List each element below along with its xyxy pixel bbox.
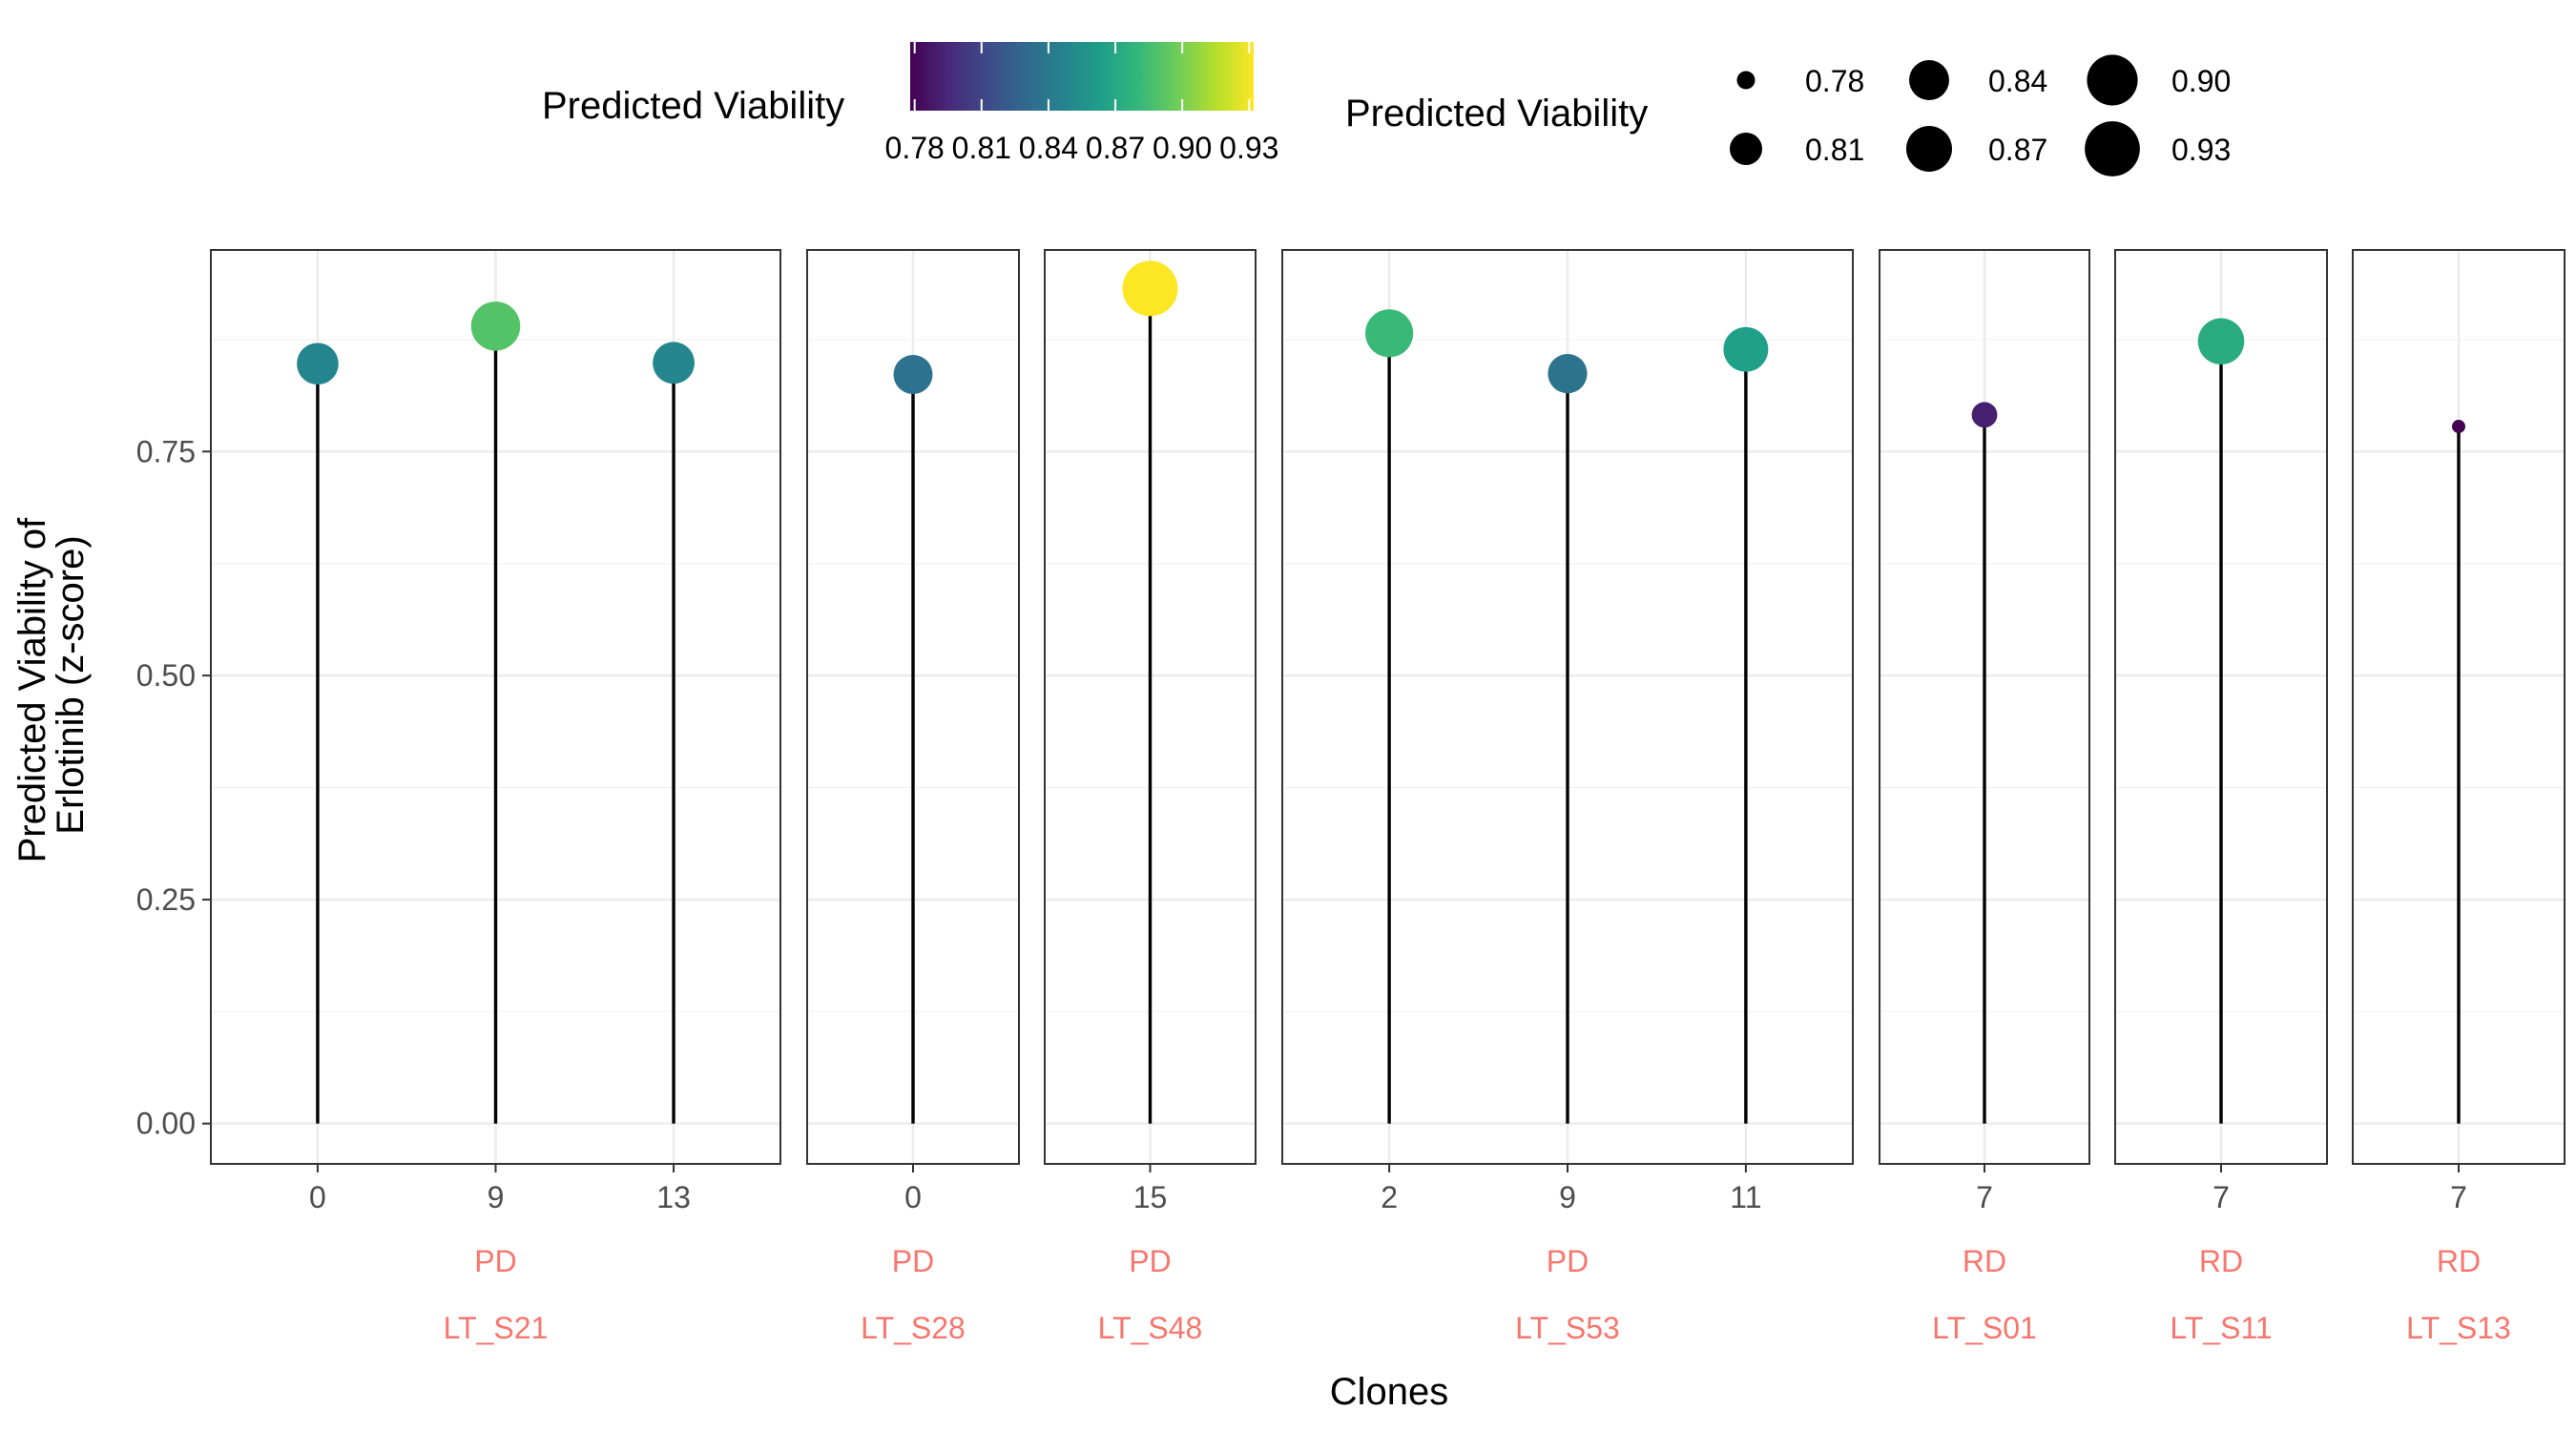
strip-label-sample: LT_S13	[2406, 1311, 2511, 1345]
panel-border	[806, 249, 1020, 1165]
size-legend-label: 0.87	[1988, 133, 2047, 167]
lollipop-point	[1971, 402, 1998, 428]
y-tick-label: 0.50	[136, 658, 196, 693]
y-tick-label: 0.75	[136, 434, 196, 468]
facet-panel-LT_S13: 7 RD LT_S13	[2352, 249, 2566, 1345]
size-legend-label: 0.84	[1988, 64, 2047, 98]
size-legend: Predicted Viability 0.78 0.81 0.84 0.87 0.90…	[1345, 54, 2231, 176]
lollipop-point	[1548, 353, 1588, 394]
lollipop-point	[2452, 420, 2465, 434]
color-legend-tick-label: 0.78	[885, 131, 945, 165]
facet-panels: 0 9 13 PD LT_S21 0 PD LT_S28 15 PD LT_S48 2 9 11 PD LT_…	[210, 249, 2566, 1345]
size-legend-label: 0.81	[1805, 133, 1864, 167]
y-ticks: 0.00 0.25 0.50 0.75	[136, 434, 211, 1141]
size-legend-key	[1729, 132, 1763, 166]
size-legend-label: 0.78	[1805, 64, 1864, 98]
strip-label-response: PD	[1129, 1244, 1171, 1278]
color-legend-tick-label: 0.90	[1153, 131, 1212, 165]
color-legend-tick-label: 0.84	[1019, 131, 1078, 165]
facet-panel-LT_S53: 2 9 11 PD LT_S53	[1281, 249, 1854, 1345]
lollipop-point	[1723, 326, 1769, 372]
panel-border	[2352, 249, 2566, 1165]
strip-label-sample: LT_S28	[861, 1311, 966, 1345]
x-tick-label: 15	[1133, 1180, 1168, 1214]
x-tick-label: 7	[1976, 1180, 1993, 1214]
x-tick-label: 0	[309, 1180, 326, 1214]
facet-panel-LT_S21: 0 9 13 PD LT_S21	[210, 249, 781, 1345]
lollipop-point	[2197, 318, 2245, 365]
y-tick-label: 0.00	[136, 1107, 196, 1141]
x-tick-label: 9	[488, 1180, 505, 1214]
color-legend-tick-label: 0.93	[1219, 131, 1278, 165]
panel-border	[1281, 249, 1854, 1165]
size-legend-label: 0.90	[2171, 64, 2231, 98]
color-legend-title: Predicted Viability	[542, 85, 844, 127]
lollipop-point	[893, 355, 933, 395]
color-legend-tick-label: 0.87	[1086, 131, 1145, 165]
panel-border	[1879, 249, 2090, 1165]
x-tick-label: 9	[1559, 1180, 1576, 1214]
x-tick-label: 11	[1730, 1180, 1761, 1214]
size-legend-label: 0.93	[2171, 133, 2231, 167]
color-legend-ticks: 0.78 0.81 0.84 0.87 0.90 0.93	[885, 42, 1278, 165]
strip-label-sample: LT_S53	[1515, 1311, 1620, 1345]
y-tick-label: 0.25	[136, 882, 196, 917]
size-legend-key	[1736, 71, 1755, 90]
strip-label-sample: LT_S11	[2170, 1311, 2272, 1345]
size-legend-key	[1909, 60, 1949, 100]
lollipop-point	[470, 301, 521, 351]
strip-label-sample: LT_S01	[1932, 1311, 2037, 1345]
color-legend-bar	[910, 42, 1254, 111]
strip-label-response: PD	[892, 1244, 934, 1278]
panel-border	[2114, 249, 2328, 1165]
x-tick-label: 7	[2212, 1180, 2230, 1214]
x-tick-label: 13	[656, 1180, 691, 1214]
facet-panel-LT_S28: 0 PD LT_S28	[806, 249, 1020, 1345]
panel-border	[210, 249, 781, 1165]
lollipop-point	[653, 342, 696, 384]
strip-label-response: RD	[2199, 1244, 2243, 1278]
facet-panel-LT_S11: 7 RD LT_S11	[2114, 249, 2328, 1345]
strip-label-sample: LT_S48	[1098, 1311, 1203, 1345]
strip-label-response: RD	[2437, 1244, 2481, 1278]
size-legend-items: 0.78 0.81 0.84 0.87 0.90 0.93	[1729, 54, 2231, 176]
strip-label-sample: LT_S21	[444, 1311, 549, 1345]
color-legend-tick-label: 0.81	[952, 131, 1011, 165]
panel-border	[1044, 249, 1257, 1165]
y-axis-title-line-2: Erlotinib (z-score)	[50, 535, 92, 834]
facet-panel-LT_S01: 7 RD LT_S01	[1879, 249, 2090, 1345]
size-legend-title: Predicted Viability	[1345, 93, 1648, 135]
size-legend-key	[2085, 121, 2140, 176]
y-axis-title-line-1: Predicted Viability of	[11, 517, 53, 863]
size-legend-key	[2087, 54, 2138, 106]
x-tick-label: 0	[904, 1180, 922, 1214]
x-tick-label: 7	[2450, 1180, 2467, 1214]
strip-label-response: PD	[474, 1244, 516, 1278]
lollipop-point	[297, 342, 339, 385]
lollipop-point	[1122, 260, 1178, 317]
strip-label-response: PD	[1547, 1244, 1589, 1278]
x-tick-label: 2	[1381, 1180, 1398, 1214]
y-axis-title: Predicted Viability of Erlotinib (z-scor…	[11, 508, 92, 863]
strip-label-response: RD	[1963, 1244, 2006, 1278]
x-axis-title: Clones	[1330, 1371, 1449, 1413]
y-axis: Predicted Viability of Erlotinib (z-scor…	[11, 434, 211, 1141]
size-legend-key	[1905, 125, 1953, 173]
lollipop-point	[1365, 309, 1414, 358]
color-legend: Predicted Viability 0.78 0.81 0.84 0.87 0.90…	[542, 42, 1278, 165]
facet-panel-LT_S48: 15 PD LT_S48	[1044, 249, 1257, 1345]
